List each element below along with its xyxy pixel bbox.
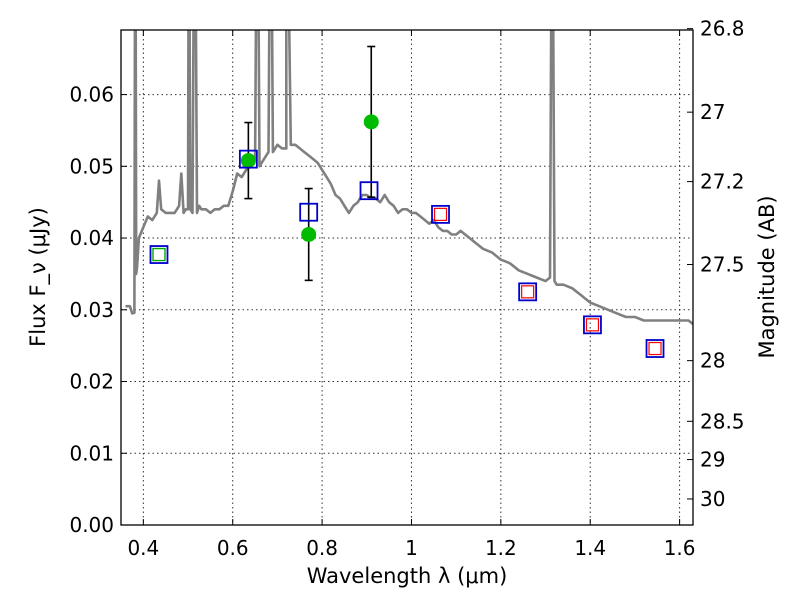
y-tick-label: 0.04	[69, 226, 114, 250]
y-tick-label: 0.05	[69, 154, 114, 178]
y2-tick-label: 28.5	[700, 409, 745, 433]
y2-tick-label: 26.8	[700, 17, 745, 41]
grid-lines	[121, 30, 693, 526]
model-square-blue	[645, 339, 665, 358]
y-tick-label: 0.01	[69, 441, 114, 465]
x-tick-label: 1	[405, 536, 418, 560]
y2-tick-label: 29	[700, 448, 725, 472]
x-tick-label: 1.6	[664, 536, 696, 560]
x-axis-label: Wavelength λ (μm)	[307, 564, 508, 588]
y2-tick-label: 28	[700, 349, 725, 373]
x-tick-label: 0.8	[306, 536, 338, 560]
model-square-blue	[299, 202, 319, 222]
model-square-blue	[431, 204, 450, 224]
y2-tick-label: 30	[700, 487, 725, 511]
model-square-red	[648, 341, 662, 356]
model-square-green	[152, 247, 166, 262]
model-square-blue	[149, 245, 169, 264]
plot-area	[125, 30, 693, 358]
model-square-blue	[518, 282, 538, 302]
y2-tick-label: 27	[700, 100, 725, 124]
y2-tick-label: 27.2	[700, 170, 745, 194]
y-tick-label: 0.06	[69, 83, 114, 107]
y-tick-label: 0.02	[69, 370, 114, 394]
model-square-red	[585, 318, 600, 332]
x-tick-label: 0.6	[217, 536, 249, 560]
plot-frame	[120, 29, 694, 526]
x-tick-label: 1.2	[485, 536, 517, 560]
y2-axis-label: Magnitude (AB)	[755, 195, 779, 358]
axis-ticks: 0.4 0.6 0.8 1 1.2 1.4 1.6 0.00 0.01 0.02 0.03 0.04 0…	[69, 17, 744, 560]
spectrum-line	[125, 30, 693, 326]
y2-tick-label: 27.5	[700, 253, 745, 277]
model-square-blue	[583, 315, 602, 335]
model-square-red	[433, 207, 448, 221]
model-square-red	[521, 285, 535, 299]
photometry-point	[240, 153, 256, 169]
model-square-blue	[238, 149, 258, 169]
y-tick-label: 0.03	[69, 298, 114, 322]
y-tick-label: 0.00	[69, 513, 114, 537]
photometry-point	[363, 114, 379, 130]
model-square-blue	[359, 181, 379, 201]
x-tick-label: 0.4	[127, 536, 159, 560]
x-tick-label: 1.4	[574, 536, 606, 560]
y-axis-label: Flux F_ν (μJy)	[26, 207, 51, 347]
photometry-point	[301, 226, 317, 242]
